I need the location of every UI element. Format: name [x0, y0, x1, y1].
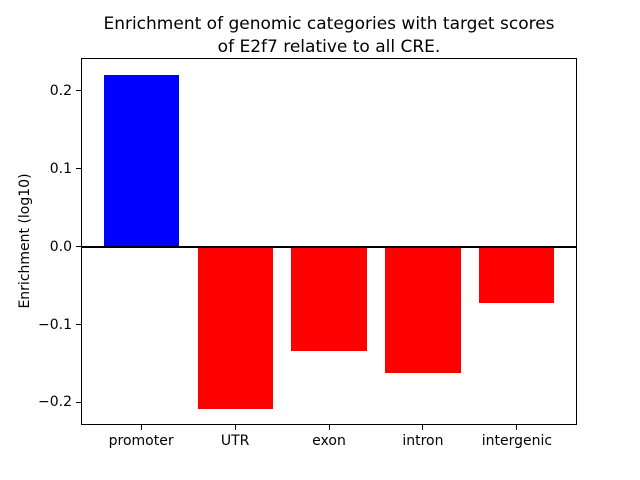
y-tick-mark: [76, 168, 81, 170]
y-tick-label: 0.1: [49, 160, 72, 177]
x-tick-mark: [516, 425, 518, 430]
chart-title: Enrichment of genomic categories with ta…: [81, 13, 577, 59]
bar-intergenic: [479, 246, 555, 304]
x-tick-mark: [140, 425, 142, 430]
x-tick-label-intergenic: intergenic: [481, 433, 553, 449]
y-tick-label: 0.2: [49, 82, 72, 99]
x-tick-label-intron: intron: [402, 433, 444, 449]
x-tick-mark: [328, 425, 330, 430]
x-tick-label-exon: exon: [312, 433, 346, 449]
bar-UTR: [197, 246, 273, 409]
y-tick-mark: [76, 90, 81, 92]
bar-promoter: [103, 75, 179, 247]
bar-exon: [291, 246, 367, 351]
y-tick-label: −0.2: [38, 394, 72, 411]
y-tick-label: −0.1: [38, 316, 72, 333]
zero-axis-line: [81, 245, 577, 248]
y-tick-mark: [76, 324, 81, 325]
y-tick-label: 0.0: [49, 238, 72, 255]
y-tick-mark: [76, 246, 81, 248]
chart-title-line-2: of E2f7 relative to all CRE.: [217, 37, 441, 57]
x-tick-mark: [422, 425, 424, 430]
x-tick-label-UTR: UTR: [220, 433, 250, 449]
x-tick-mark: [234, 425, 236, 430]
bar-intron: [385, 246, 461, 373]
chart-title-line-1: Enrichment of genomic categories with ta…: [103, 14, 555, 34]
y-tick-mark: [76, 401, 81, 403]
x-tick-label-promoter: promoter: [108, 433, 174, 449]
